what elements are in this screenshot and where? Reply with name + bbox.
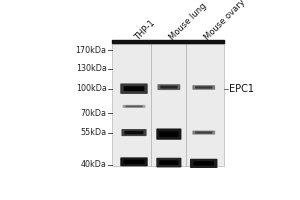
FancyBboxPatch shape [120,157,148,166]
Bar [112,44,224,166]
Text: 70kDa: 70kDa [81,109,106,118]
FancyBboxPatch shape [160,86,178,89]
Text: 130kDa: 130kDa [76,64,106,73]
Text: THP-1: THP-1 [133,19,157,42]
Text: 55kDa: 55kDa [80,128,106,137]
FancyBboxPatch shape [125,106,142,107]
FancyBboxPatch shape [192,85,215,90]
FancyBboxPatch shape [124,86,144,91]
FancyBboxPatch shape [123,105,146,108]
Text: EPC1: EPC1 [229,84,254,94]
Text: 40kDa: 40kDa [81,160,106,169]
FancyBboxPatch shape [159,131,178,137]
FancyBboxPatch shape [124,131,143,134]
FancyBboxPatch shape [159,160,178,165]
FancyBboxPatch shape [193,161,214,166]
Text: 170kDa: 170kDa [76,46,106,55]
FancyBboxPatch shape [190,159,218,168]
Text: 100kDa: 100kDa [76,84,106,93]
FancyBboxPatch shape [192,131,215,135]
FancyBboxPatch shape [158,84,180,90]
FancyBboxPatch shape [156,128,182,140]
Text: Mouse lung: Mouse lung [168,2,208,42]
FancyBboxPatch shape [124,160,144,164]
FancyBboxPatch shape [195,131,212,134]
FancyBboxPatch shape [195,86,212,89]
FancyBboxPatch shape [156,158,182,167]
FancyBboxPatch shape [120,83,148,94]
FancyBboxPatch shape [122,129,146,136]
Text: Mouse ovary: Mouse ovary [202,0,247,42]
